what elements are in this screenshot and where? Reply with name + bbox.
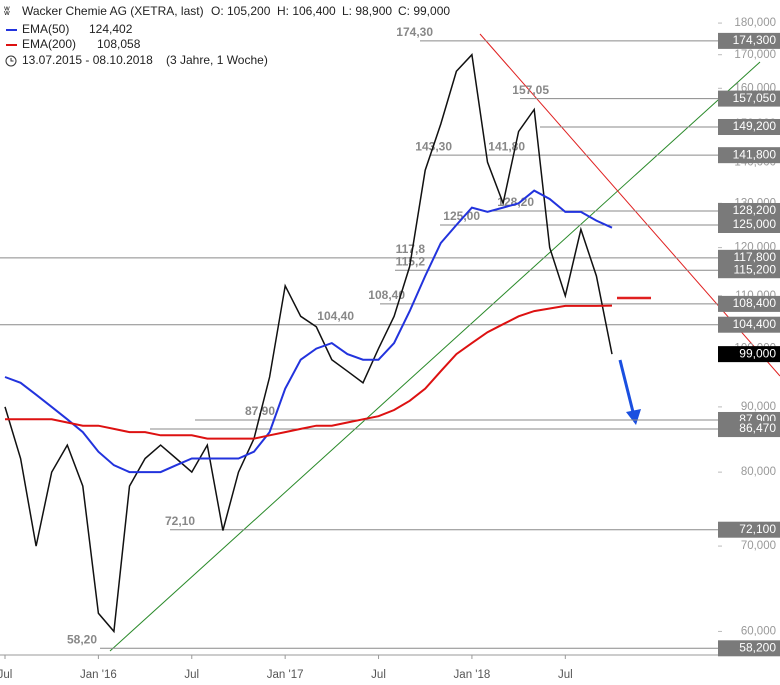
- level-label: 72,100: [739, 522, 776, 536]
- period: 13.07.2015 - 08.10.2018: [22, 53, 153, 67]
- level-label: 108,400: [733, 296, 777, 310]
- level-box: [718, 262, 780, 279]
- level-label: 104,400: [733, 317, 777, 331]
- trend-line: [109, 61, 761, 652]
- level-box: [718, 316, 780, 333]
- level-label: 99,000: [739, 346, 776, 360]
- level-annotation: 157,05: [512, 83, 549, 97]
- level-label: 141,800: [733, 147, 777, 161]
- level-label: 149,200: [733, 119, 777, 133]
- ema-line: [4, 189, 613, 474]
- level-box: [718, 216, 780, 233]
- chart-title: Wacker Chemie AG (XETRA, last): [22, 4, 204, 18]
- level-annotation: 174,30: [396, 25, 433, 39]
- x-tick-label: Jan '16: [80, 669, 117, 681]
- level-label: 174,300: [733, 33, 777, 47]
- level-label: 125,000: [733, 217, 777, 231]
- level-box: [718, 521, 780, 538]
- logo: ʬ: [4, 4, 10, 18]
- level-box: [718, 202, 780, 219]
- x-tick-label: Jan '18: [454, 669, 491, 681]
- level-label: 117,800: [734, 250, 777, 264]
- close: C: 99,000: [398, 4, 450, 18]
- x-tick-label: Jul: [371, 669, 386, 681]
- period-note: (3 Jahre, 1 Woche): [166, 53, 268, 67]
- y-tick-label: 170,000: [734, 49, 776, 61]
- legend-label: EMA(50): [22, 22, 69, 36]
- x-tick-label: Jan '17: [267, 669, 304, 681]
- level-box: [718, 295, 780, 312]
- level-label: 86,470: [739, 421, 776, 435]
- arrow: [618, 359, 635, 413]
- legend-value: 124,402: [89, 22, 133, 36]
- x-tick-label: Jul: [0, 669, 12, 681]
- level-box: [718, 32, 780, 49]
- level-box: [718, 421, 780, 438]
- level-box: [718, 118, 780, 135]
- price-line: [4, 53, 613, 634]
- legend-value: 108,058: [97, 37, 141, 51]
- x-tick-label: Jul: [184, 669, 199, 681]
- high: H: 106,400: [277, 4, 336, 18]
- level-box: [718, 249, 780, 266]
- level-box: [718, 640, 780, 657]
- legend-label: EMA(200): [22, 37, 76, 51]
- y-tick-label: 60,000: [741, 625, 776, 637]
- level-annotation: 141,80: [488, 139, 525, 153]
- y-tick-label: 80,000: [741, 466, 776, 478]
- legend: ʬ Wacker Chemie AG (XETRA, last) O: 105,…: [4, 4, 450, 67]
- y-tick-label: 90,000: [741, 401, 776, 413]
- level-box: [718, 346, 780, 363]
- level-box: [718, 90, 780, 107]
- level-label: 128,200: [733, 203, 777, 217]
- level-annotation: 87,90: [245, 404, 275, 418]
- low: L: 98,900: [342, 4, 392, 18]
- level-annotation: 117,8: [396, 242, 426, 256]
- level-label: 115,200: [734, 262, 777, 276]
- ema-line: [5, 304, 613, 440]
- x-tick-label: Jul: [558, 669, 573, 681]
- level-annotation: 104,40: [317, 309, 354, 323]
- level-annotation: 58,20: [67, 632, 97, 646]
- level-annotation: 125,00: [443, 209, 480, 223]
- level-label: 157,050: [733, 91, 777, 105]
- arrow-head: [626, 409, 641, 425]
- open: O: 105,200: [211, 4, 271, 18]
- level-label: 58,200: [739, 640, 776, 654]
- y-tick-label: 70,000: [741, 540, 776, 552]
- y-tick-label: 180,000: [734, 17, 776, 29]
- clock-icon: [5, 55, 17, 67]
- level-box: [718, 147, 780, 164]
- clock-hands: [10, 58, 14, 62]
- level-annotation: 108,40: [368, 288, 405, 302]
- level-annotation: 72,10: [165, 514, 195, 528]
